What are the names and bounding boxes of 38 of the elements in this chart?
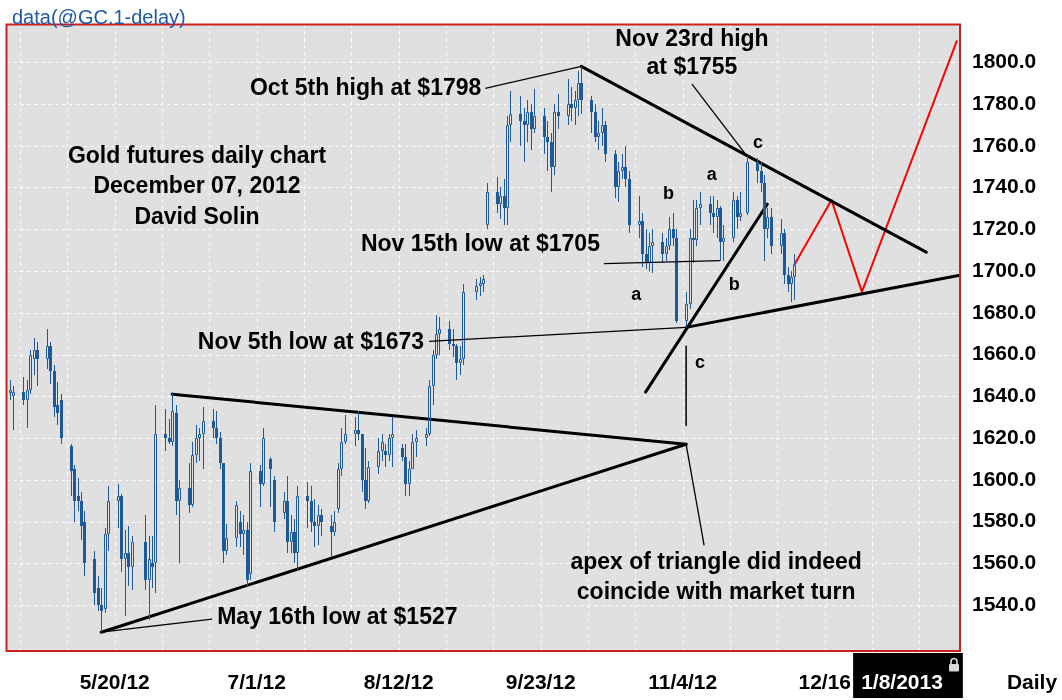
annotation: David Solin xyxy=(134,203,260,230)
annotation: May 16th low at $1527 xyxy=(217,603,458,630)
y-tick-label: 1780.0 xyxy=(972,90,1037,114)
y-tick-label: 1560.0 xyxy=(972,550,1037,574)
text: December 07, 2012 xyxy=(93,172,301,199)
annotation: c xyxy=(752,132,763,153)
annotation: Nov 15th low at $1705 xyxy=(360,230,601,257)
y-tick-label: 1700.0 xyxy=(972,257,1037,281)
y-tick-label: 1620.0 xyxy=(972,424,1037,448)
annotation: Oct 5th high at $1798 xyxy=(249,73,482,100)
x-tick-label: 5/20/12 xyxy=(79,670,150,694)
annotation: b xyxy=(728,273,740,294)
annotation: apex of triangle did indeed coincide with market turn xyxy=(570,547,862,604)
x-tick-label: 12/16 xyxy=(798,670,852,694)
y-tick-label: 1600.0 xyxy=(972,466,1037,490)
y-tick-label: 1580.0 xyxy=(972,508,1037,532)
x-tick-label: 8/12/12 xyxy=(363,670,434,694)
x-tick-label: 11/4/12 xyxy=(648,670,718,694)
x-tick-label: 7/1/12 xyxy=(227,670,286,694)
text: 1/8/2013 xyxy=(861,669,943,693)
annotation: c xyxy=(695,352,706,373)
y-tick-label: 1720.0 xyxy=(972,216,1037,240)
x-tick-label: 9/23/12 xyxy=(505,670,576,694)
annotation: data(@GC.1-delay) xyxy=(12,5,186,28)
y-tick-label: 1640.0 xyxy=(972,383,1037,407)
y-tick-label: 1660.0 xyxy=(972,341,1037,365)
annotation: a xyxy=(631,283,643,304)
annotation: b xyxy=(663,183,675,204)
annotation: Nov 23rd high at $1755 xyxy=(615,25,769,80)
text: Daily xyxy=(1006,669,1058,693)
annotation: Nov 5th low at $1673 xyxy=(197,327,425,354)
y-tick-label: 1680.0 xyxy=(972,299,1037,323)
y-tick-label: 1800.0 xyxy=(972,48,1037,72)
annotation: a xyxy=(706,163,718,184)
y-tick-label: 1540.0 xyxy=(972,591,1037,615)
text: Gold futures daily chart xyxy=(67,142,327,169)
y-tick-label: 1760.0 xyxy=(972,132,1037,156)
y-tick-label: 1740.0 xyxy=(972,174,1037,198)
